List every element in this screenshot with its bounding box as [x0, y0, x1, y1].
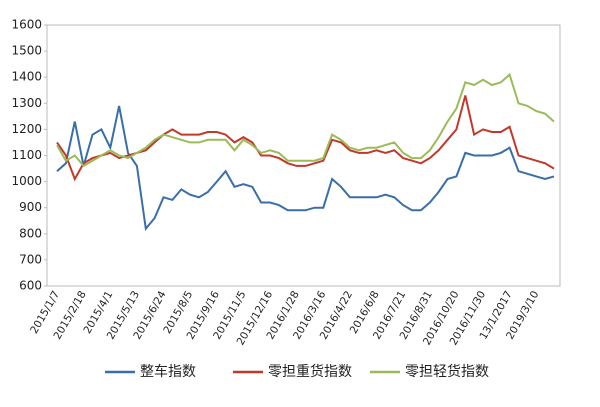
series-line: [56, 95, 555, 182]
y-tick-label: 1100: [11, 148, 42, 162]
legend-label: 整车指数: [140, 363, 196, 380]
y-tick-label: 800: [19, 226, 42, 240]
y-tick-label: 1500: [11, 44, 42, 58]
y-tick-label: 1300: [11, 96, 42, 110]
series-line: [56, 72, 555, 168]
y-tick-label: 600: [19, 279, 42, 293]
y-tick-label: 1200: [11, 122, 42, 136]
y-tick-label: 1000: [11, 174, 42, 188]
y-tick-label: 900: [19, 200, 42, 214]
legend-label: 零担轻货指数: [405, 363, 489, 380]
legend-label: 零担重货指数: [268, 363, 352, 380]
series-line: [56, 105, 555, 231]
y-tick-label: 1600: [11, 18, 42, 32]
y-tick-label: 700: [19, 252, 42, 266]
y-tick-label: 1400: [11, 70, 42, 84]
